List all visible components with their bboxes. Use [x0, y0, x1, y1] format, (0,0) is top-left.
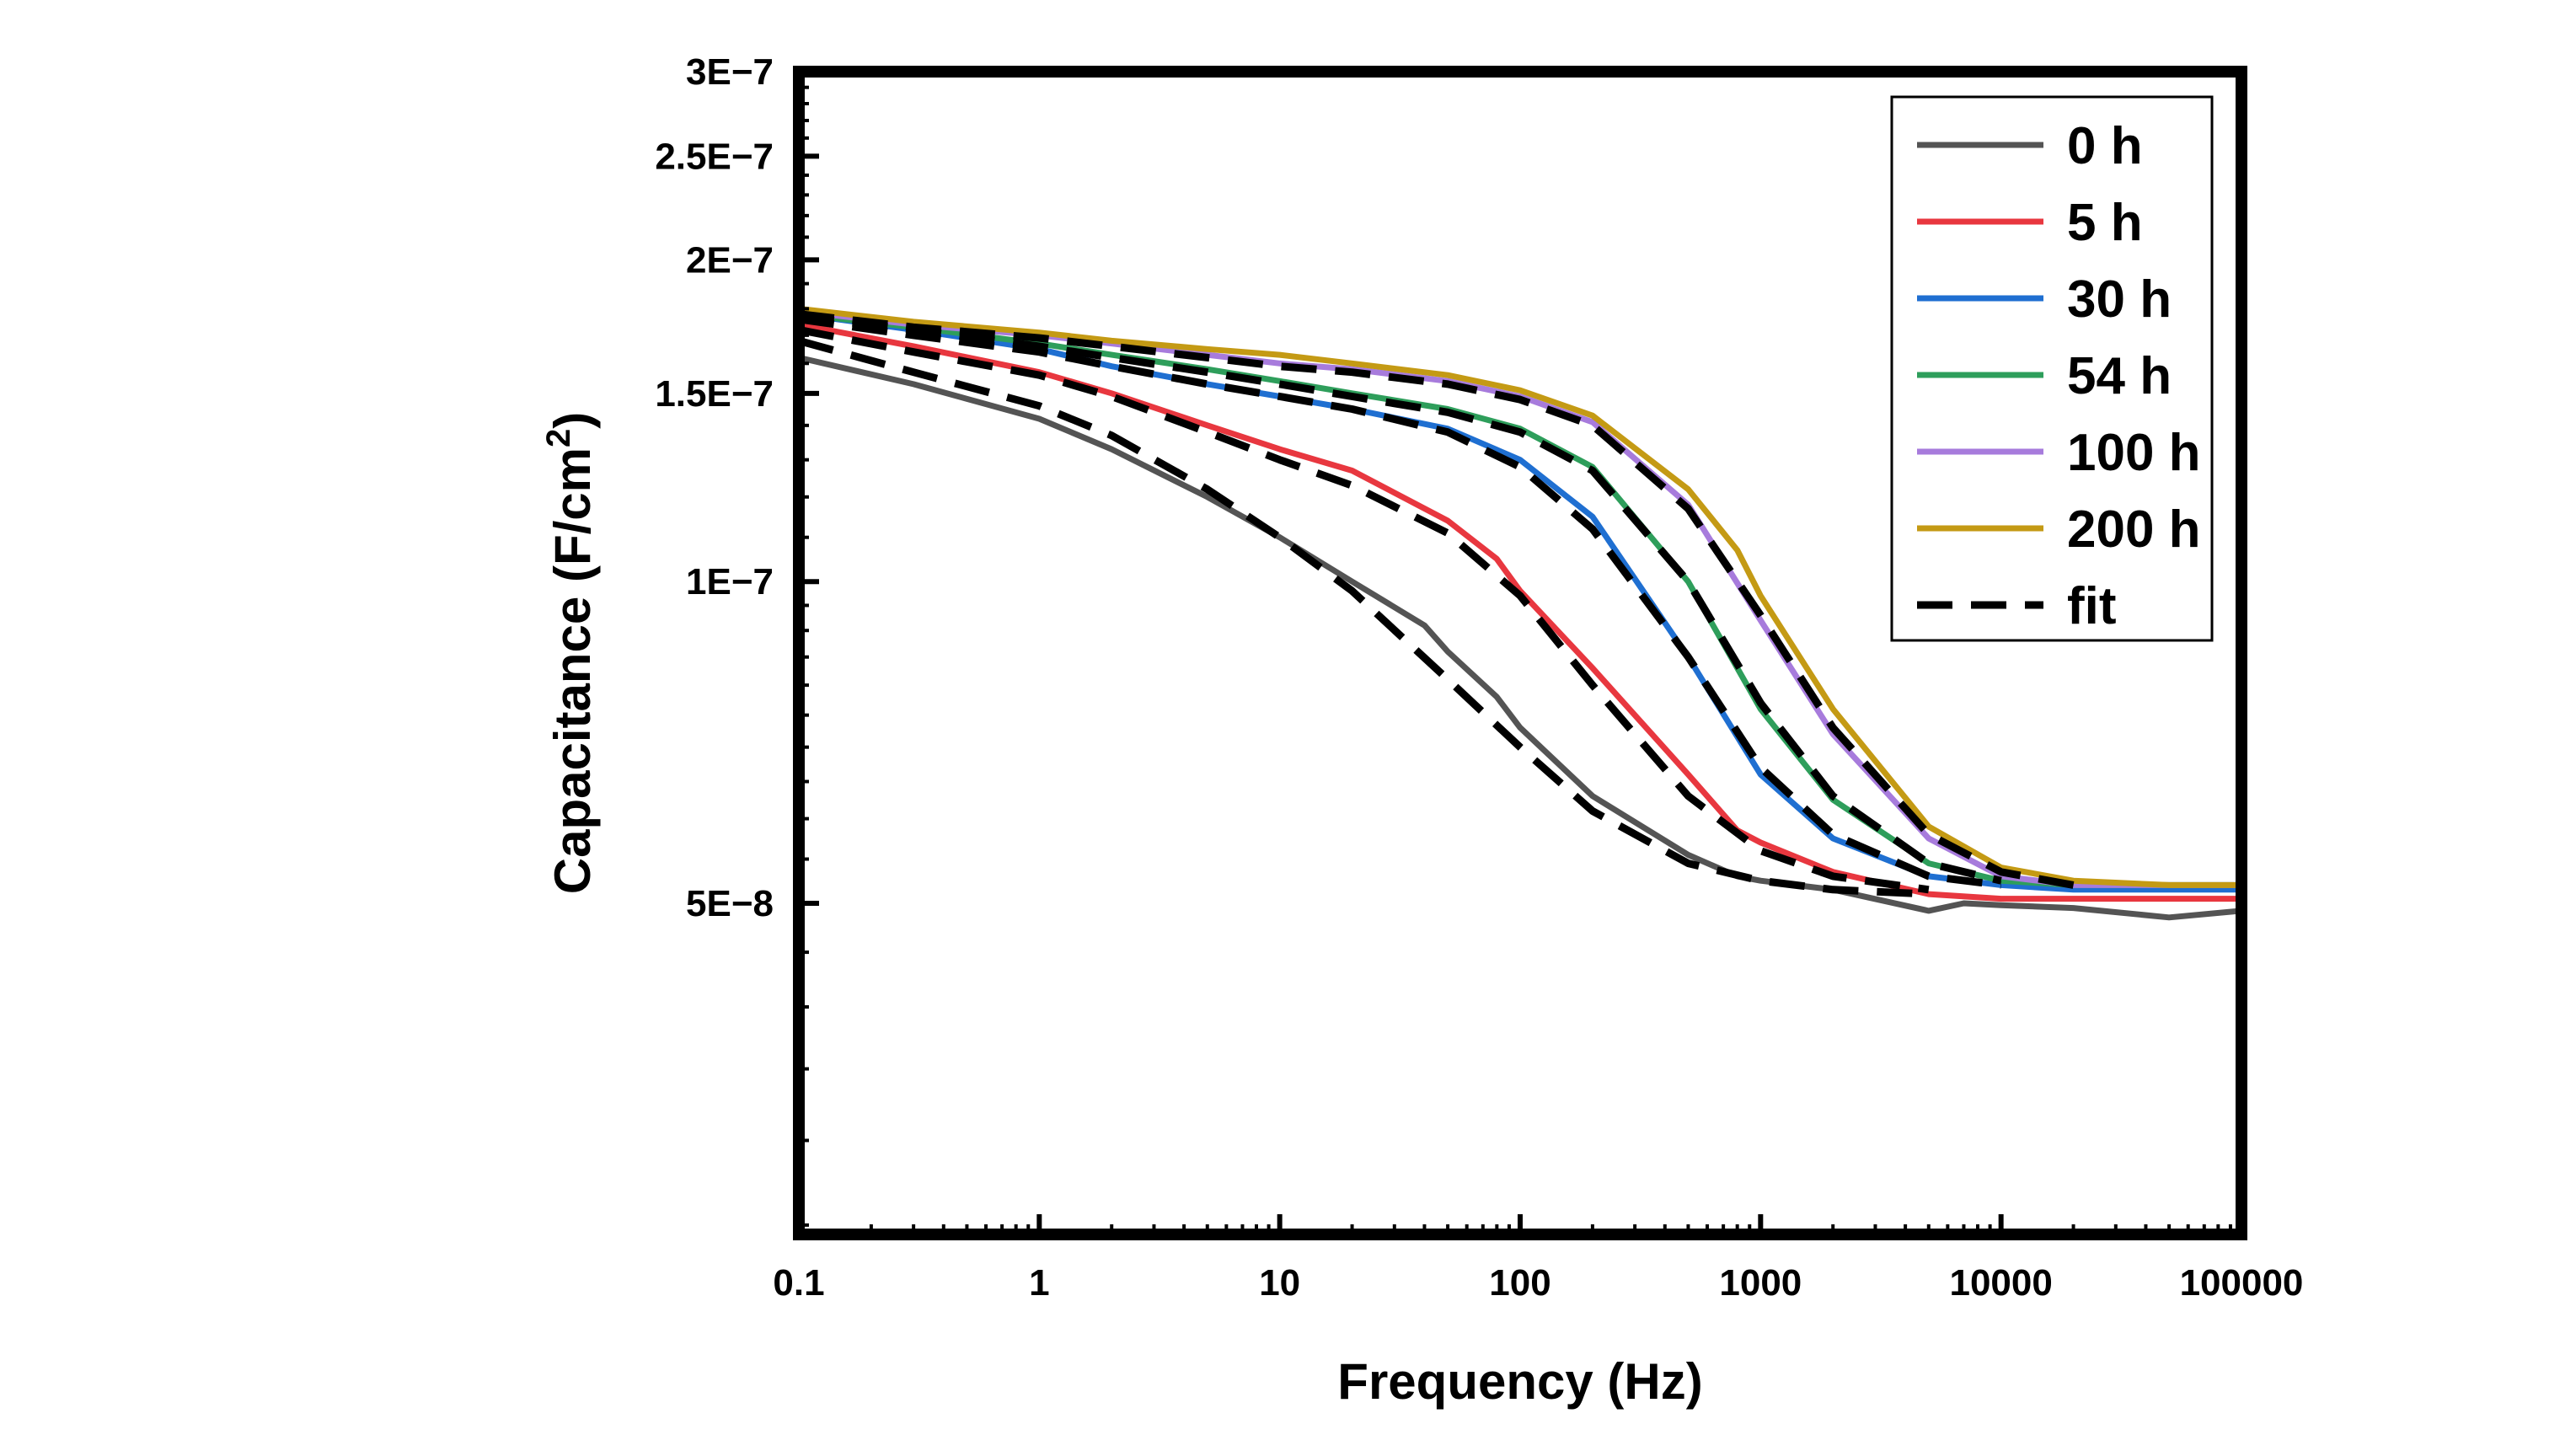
y-tick-label: 2.5E−7	[655, 136, 774, 177]
y-tick-label: 3E−7	[686, 51, 774, 93]
tick-labels: 0.1 1 10 100 1000 10000 100000 5E−8 1E−7 1.5E−7 2E…	[655, 51, 2303, 1304]
x-tick-label: 0.1	[773, 1262, 824, 1304]
fit-line-5	[799, 310, 2075, 889]
x-tick-label: 10	[1259, 1262, 1300, 1304]
legend: 0 h 5 h 30 h 54 h 100 h 200 h fit	[1890, 95, 2214, 642]
y-axis-title-main: Capacitance (F/cm	[544, 447, 601, 894]
legend-label-fit: fit	[2067, 577, 2117, 635]
x-tick-label: 1000	[1719, 1262, 1802, 1304]
legend-label-30h: 30 h	[2067, 270, 2172, 329]
y-axis-title-close: )	[544, 412, 601, 429]
legend-label-5h: 5 h	[2067, 194, 2143, 252]
x-axis-title: Frequency (Hz)	[1337, 1353, 1702, 1410]
x-tick-label: 10000	[1949, 1262, 2052, 1304]
y-tick-label: 5E−8	[686, 883, 774, 924]
series-line-0h	[799, 354, 2241, 921]
fit-line-1	[799, 337, 1930, 898]
legend-label-200h: 200 h	[2067, 501, 2201, 559]
legend-box	[1890, 95, 2214, 642]
y-tick-label: 1E−7	[686, 561, 774, 602]
fit-line-4	[799, 313, 2002, 885]
series-line-200h	[799, 305, 2241, 888]
x-tick-label: 100	[1489, 1262, 1550, 1304]
legend-label-100h: 100 h	[2067, 424, 2201, 482]
y-tick-label: 1.5E−7	[655, 373, 774, 415]
fit-line-3	[799, 315, 2002, 889]
y-tick-label: 2E−7	[686, 239, 774, 281]
x-tick-label: 100000	[2180, 1262, 2304, 1304]
series-layer	[799, 305, 2241, 921]
ticks-layer	[796, 69, 2244, 1234]
y-axis-title: Capacitance (F/cm2)	[540, 412, 601, 894]
legend-label-54h: 54 h	[2067, 347, 2172, 405]
x-tick-label: 1	[1029, 1262, 1049, 1304]
y-axis-title-superscript: 2	[540, 429, 577, 447]
legend-label-0h: 0 h	[2067, 117, 2143, 175]
